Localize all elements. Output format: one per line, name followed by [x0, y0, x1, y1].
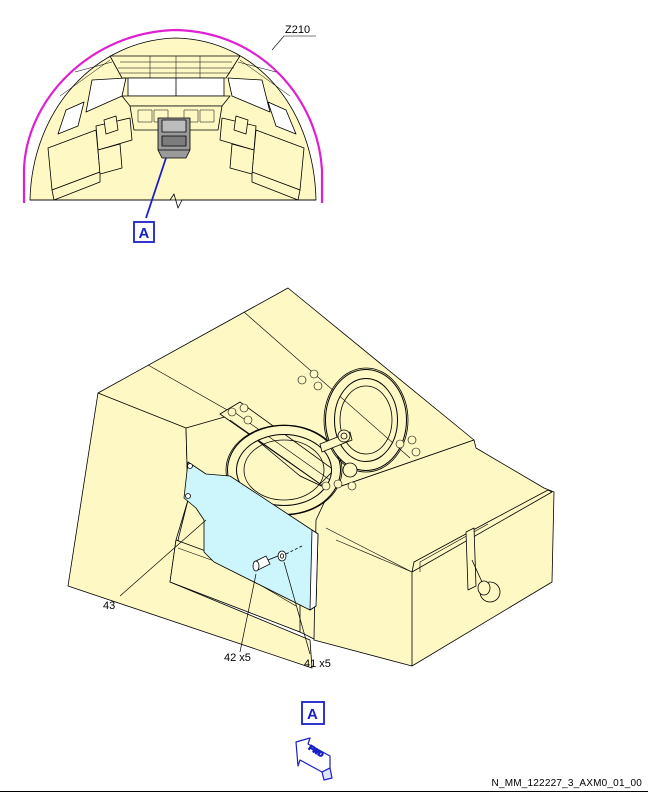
item-label-42: 42 x5: [224, 652, 251, 664]
view-callout-label: A: [139, 225, 150, 242]
view-a-label: A: [307, 706, 318, 723]
item-leaders: [119, 519, 311, 655]
windshield-right: [227, 77, 271, 113]
cockpit-overview: [22, 28, 324, 209]
glareshield: [121, 95, 231, 107]
access-panel-43: [183, 461, 319, 611]
fastener-hardware: [252, 545, 303, 572]
pedestal-highlight: [157, 117, 191, 159]
view-a-label-box: A: [301, 701, 325, 725]
fwd-arrow-icon: FWD: [295, 737, 333, 781]
zone-label: Z210: [285, 24, 310, 36]
side-lever: [465, 527, 477, 591]
item-label-43: 43: [103, 600, 115, 612]
figure-id: N_MM_122227_3_AXM0_01_00: [491, 778, 642, 789]
overhead-panel: [109, 55, 241, 79]
view-callout-box: A: [133, 221, 155, 243]
captain-seat: [47, 115, 133, 201]
trim-wheels: [219, 367, 421, 516]
view-leader-line: [145, 157, 167, 219]
floor-break: [30, 193, 316, 209]
item-label-41: 41 x5: [304, 658, 331, 670]
first-officer-seat: [219, 115, 305, 201]
zone-outline: [22, 28, 324, 203]
